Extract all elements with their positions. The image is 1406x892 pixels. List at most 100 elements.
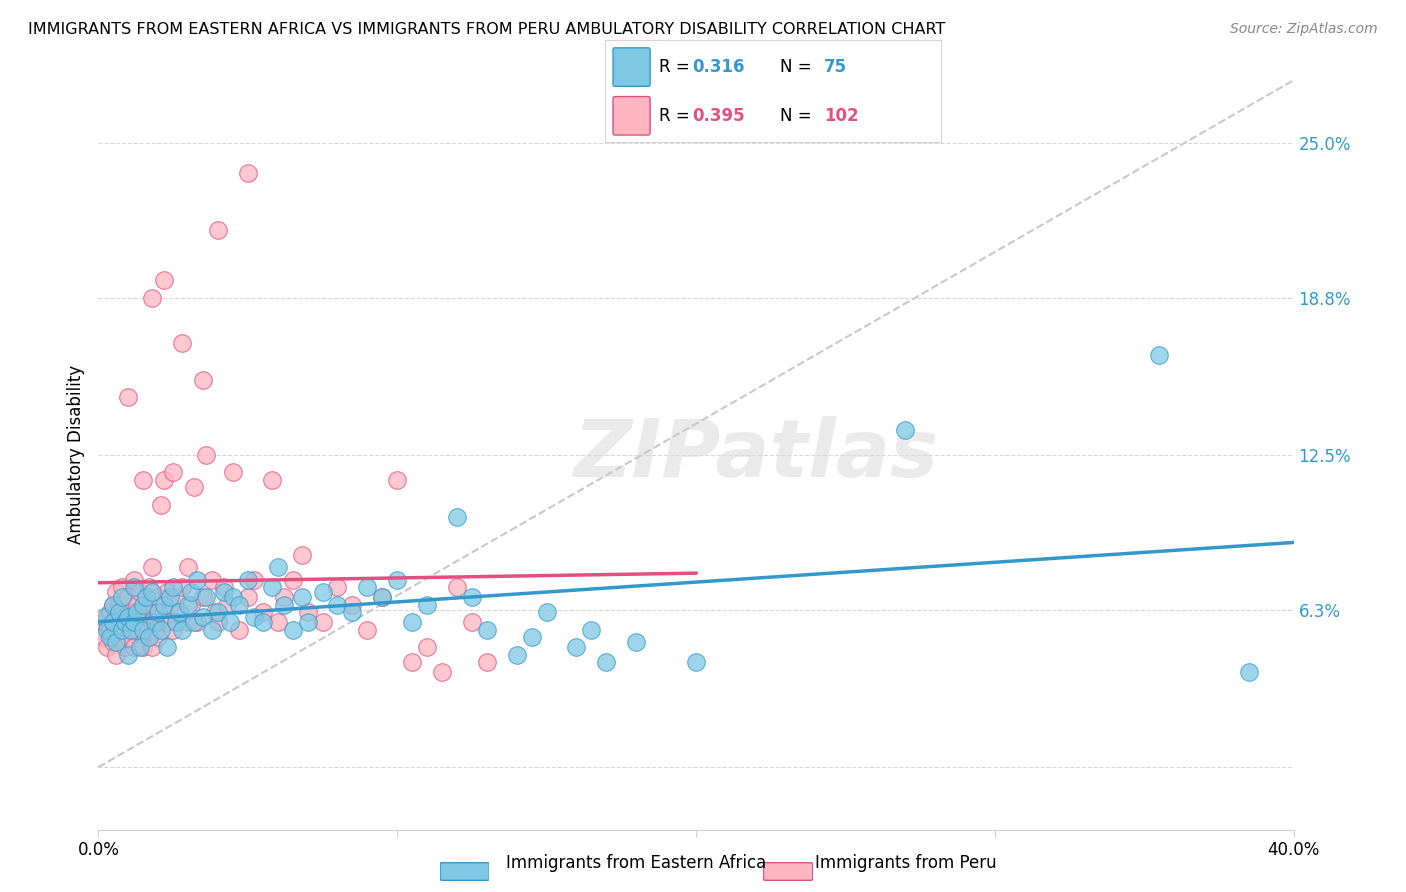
Point: [236, 591, 259, 605]
Point: [172, 335, 194, 350]
Point: [311, 585, 333, 599]
Point: [228, 598, 250, 612]
Point: [108, 605, 131, 619]
Point: [124, 573, 146, 587]
Point: [183, 615, 205, 630]
Point: [103, 615, 125, 630]
Point: [356, 580, 378, 594]
Point: [1147, 348, 1170, 362]
Point: [105, 635, 128, 649]
Point: [165, 615, 187, 630]
Point: [281, 623, 304, 637]
Point: [141, 585, 163, 599]
Point: [129, 585, 152, 599]
Point: [111, 623, 134, 637]
Point: [191, 591, 214, 605]
Point: [111, 605, 134, 619]
Point: [132, 615, 155, 630]
Point: [191, 373, 214, 387]
Text: Immigrants from Peru: Immigrants from Peru: [815, 855, 997, 872]
Point: [96, 610, 118, 624]
Point: [132, 640, 155, 655]
Point: [180, 598, 202, 612]
Point: [167, 605, 190, 619]
Text: 0.395: 0.395: [692, 106, 745, 125]
Point: [162, 580, 184, 594]
Point: [141, 615, 163, 630]
Point: [311, 615, 333, 630]
Point: [446, 580, 468, 594]
Point: [595, 655, 617, 669]
Point: [215, 598, 238, 612]
Point: [371, 591, 394, 605]
Point: [207, 223, 229, 237]
Point: [356, 623, 378, 637]
Point: [90, 623, 112, 637]
Point: [416, 640, 439, 655]
Point: [371, 591, 394, 605]
Point: [273, 598, 295, 612]
Point: [129, 640, 152, 655]
Point: [222, 466, 245, 480]
Point: [165, 591, 187, 605]
Point: [143, 615, 166, 630]
Point: [219, 615, 242, 630]
Point: [506, 648, 529, 662]
Point: [401, 615, 423, 630]
FancyBboxPatch shape: [613, 48, 650, 87]
Point: [93, 610, 115, 624]
Point: [98, 630, 122, 644]
Point: [111, 623, 134, 637]
Point: [267, 560, 290, 574]
Point: [186, 573, 208, 587]
Point: [124, 640, 146, 655]
Point: [342, 605, 364, 619]
Point: [581, 623, 603, 637]
Point: [228, 623, 250, 637]
Point: [141, 640, 163, 655]
Point: [96, 640, 118, 655]
Point: [177, 615, 200, 630]
Point: [114, 615, 136, 630]
Point: [148, 591, 170, 605]
Point: [520, 630, 543, 644]
Point: [267, 615, 290, 630]
Point: [475, 655, 498, 669]
Text: Source: ZipAtlas.com: Source: ZipAtlas.com: [1230, 22, 1378, 37]
Point: [105, 648, 128, 662]
Point: [93, 615, 115, 630]
Point: [103, 598, 125, 612]
Point: [416, 598, 439, 612]
Point: [117, 391, 139, 405]
Point: [167, 605, 190, 619]
Point: [385, 473, 409, 487]
Point: [114, 598, 136, 612]
Point: [430, 665, 453, 680]
Point: [204, 605, 226, 619]
Point: [461, 591, 484, 605]
Point: [150, 615, 173, 630]
Point: [626, 635, 648, 649]
Point: [98, 623, 122, 637]
Point: [186, 615, 208, 630]
Text: R =: R =: [658, 58, 689, 77]
Point: [138, 580, 160, 594]
FancyBboxPatch shape: [605, 40, 942, 143]
Point: [159, 598, 181, 612]
Point: [159, 591, 181, 605]
Point: [129, 605, 152, 619]
Point: [297, 615, 319, 630]
Point: [172, 580, 194, 594]
Point: [135, 623, 157, 637]
Point: [162, 623, 184, 637]
Point: [243, 573, 266, 587]
Point: [252, 615, 274, 630]
Point: [117, 648, 139, 662]
Point: [117, 591, 139, 605]
Point: [252, 605, 274, 619]
Point: [243, 610, 266, 624]
Point: [342, 598, 364, 612]
Point: [156, 640, 179, 655]
Point: [536, 605, 558, 619]
Point: [135, 591, 157, 605]
